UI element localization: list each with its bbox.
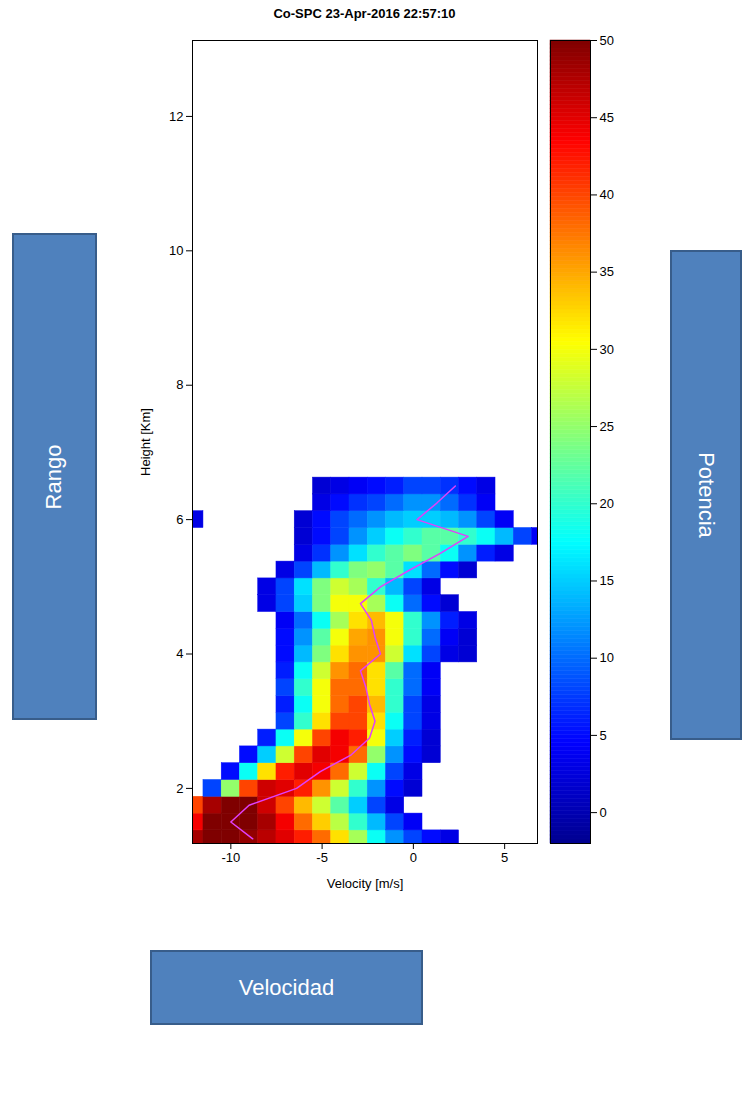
svg-text:40: 40 (600, 187, 614, 202)
svg-text:10: 10 (600, 650, 614, 665)
html-text:Velocidad: Velocidad (238, 974, 335, 1000)
svg-text:-10: -10 (221, 850, 240, 865)
svg-text:Velocity [m/s]: Velocity [m/s] (327, 876, 404, 891)
svg-text:8: 8 (176, 377, 183, 392)
svg-text:50: 50 (600, 33, 614, 48)
svg-text:12: 12 (169, 109, 183, 124)
svg-text:10: 10 (169, 243, 183, 258)
svg-text:Height [Km]: Height [Km] (138, 408, 153, 476)
svg-text:5: 5 (600, 728, 607, 743)
html-text:Potencia: Potencia (694, 452, 719, 538)
svg-text:45: 45 (600, 110, 614, 125)
svg-text:20: 20 (600, 496, 614, 511)
svg-text:0: 0 (600, 805, 607, 820)
svg-text:25: 25 (600, 419, 614, 434)
svg-text:35: 35 (600, 264, 614, 279)
svg-text:15: 15 (600, 573, 614, 588)
svg-text:5: 5 (501, 850, 508, 865)
html-text:Co-SPC 23-Apr-2016 22:57:10: Co-SPC 23-Apr-2016 22:57:10 (273, 6, 456, 21)
svg-text:0: 0 (410, 850, 417, 865)
html-text:Rango: Rango (41, 444, 67, 509)
svg-text:-5: -5 (316, 850, 328, 865)
svg-text:2: 2 (176, 781, 183, 796)
svg-text:4: 4 (176, 646, 183, 661)
svg-text:30: 30 (600, 342, 614, 357)
svg-text:6: 6 (176, 512, 183, 527)
